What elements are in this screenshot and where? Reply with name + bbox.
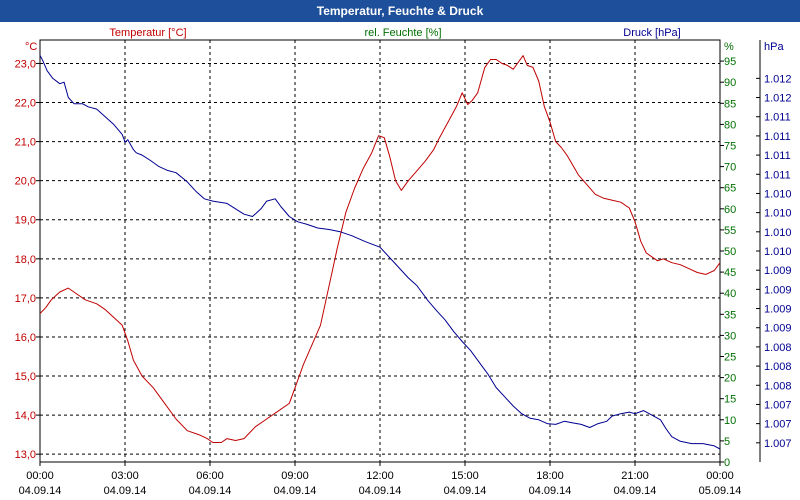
- series-line-pressure: [39, 55, 721, 450]
- legend-humidity: rel. Feuchte [%]: [364, 27, 441, 39]
- y-right-tick-label: 1.009: [764, 323, 792, 335]
- y-right-tick-label: 1.011: [764, 112, 791, 124]
- legend-pressure: Druck [hPa]: [623, 27, 680, 39]
- x-tick-time: 21:00: [621, 470, 649, 482]
- x-tick-time: 06:00: [196, 470, 224, 482]
- y-left-tick-label: 20,0: [15, 176, 36, 188]
- y-left-tick-label: 16,0: [15, 332, 36, 344]
- x-tick-time: 09:00: [281, 470, 309, 482]
- y-mid-tick-label: 70: [724, 162, 736, 174]
- y-left-unit: °C: [25, 41, 37, 53]
- grid-lines: [36, 40, 761, 466]
- y-mid-tick-label: 25: [724, 352, 736, 364]
- y-mid-tick-label: 10: [724, 415, 736, 427]
- y-left-tick-label: 13,0: [15, 449, 36, 461]
- y-right-tick-label: 1.008: [764, 361, 792, 373]
- y-right-tick-label: 1.009: [764, 265, 792, 277]
- x-tick-time: 12:00: [366, 470, 394, 482]
- y-left-tick-label: 14,0: [15, 410, 36, 422]
- axis-labels: °C Temperatur [°C] rel. Feuchte [%] Druc…: [15, 27, 792, 497]
- series-line-temperature: [39, 55, 721, 443]
- y-right-tick-label: 1.007: [764, 438, 792, 450]
- y-mid-tick-label: 60: [724, 204, 736, 216]
- y-right-tick-label: 1.011: [764, 131, 791, 143]
- y-right-tick-label: 1.012: [764, 93, 792, 105]
- y-mid-tick-label: 80: [724, 119, 736, 131]
- y-right-tick-label: 1.008: [764, 380, 792, 392]
- y-left-tick-label: 23,0: [15, 58, 36, 70]
- y-left-tick-label: 15,0: [15, 371, 36, 383]
- y-mid-tick-label: 90: [724, 77, 736, 89]
- x-tick-date: 04.09.14: [614, 485, 657, 497]
- x-tick-date: 04.09.14: [19, 485, 62, 497]
- y-mid-tick-label: 30: [724, 330, 736, 342]
- y-left-tick-label: 17,0: [15, 293, 36, 305]
- y-mid-unit: %: [724, 41, 734, 53]
- y-right-tick-label: 1.011: [764, 169, 791, 181]
- x-tick-time: 03:00: [111, 470, 139, 482]
- y-mid-tick-label: 15: [724, 394, 736, 406]
- x-tick-time: 00:00: [706, 470, 734, 482]
- y-right-tick-label: 1.011: [764, 150, 791, 162]
- y-left-tick-label: 21,0: [15, 137, 36, 149]
- x-tick-time: 00:00: [26, 470, 54, 482]
- y-left-tick-label: 22,0: [15, 98, 36, 110]
- y-mid-tick-label: 5: [724, 436, 730, 448]
- y-right-unit: hPa: [764, 41, 784, 53]
- y-right-tick-label: 1.007: [764, 399, 792, 411]
- y-mid-tick-label: 50: [724, 246, 736, 258]
- y-mid-tick-label: 35: [724, 309, 736, 321]
- y-right-tick-label: 1.007: [764, 419, 792, 431]
- legend-temperature: Temperatur [°C]: [109, 27, 186, 39]
- y-mid-tick-label: 65: [724, 183, 736, 195]
- y-right-tick-label: 1.009: [764, 304, 792, 316]
- x-tick-date: 05.09.14: [699, 485, 742, 497]
- x-tick-date: 04.09.14: [274, 485, 317, 497]
- y-mid-tick-label: 40: [724, 288, 736, 300]
- y-mid-tick-label: 0: [724, 457, 730, 469]
- y-right-tick-label: 1.009: [764, 284, 792, 296]
- y-right-tick-label: 1.010: [764, 246, 792, 258]
- x-tick-date: 04.09.14: [359, 485, 402, 497]
- y-mid-tick-label: 20: [724, 373, 736, 385]
- y-right-tick-label: 1.010: [764, 208, 792, 220]
- x-tick-date: 04.09.14: [104, 485, 147, 497]
- series-layer: [39, 55, 721, 450]
- x-tick-time: 18:00: [536, 470, 564, 482]
- y-right-tick-label: 1.008: [764, 342, 792, 354]
- y-left-tick-label: 19,0: [15, 215, 36, 227]
- y-right-tick-label: 1.010: [764, 188, 792, 200]
- y-mid-tick-label: 55: [724, 225, 736, 237]
- x-tick-date: 04.09.14: [189, 485, 232, 497]
- y-mid-tick-label: 45: [724, 267, 736, 279]
- x-tick-time: 15:00: [451, 470, 479, 482]
- y-mid-tick-label: 85: [724, 98, 736, 110]
- x-tick-date: 04.09.14: [529, 485, 572, 497]
- y-mid-tick-label: 95: [724, 56, 736, 68]
- y-right-tick-label: 1.012: [764, 73, 792, 85]
- y-left-tick-label: 18,0: [15, 254, 36, 266]
- chart-title: Temperatur, Feuchte & Druck: [0, 0, 800, 22]
- y-right-tick-label: 1.010: [764, 227, 792, 239]
- x-tick-date: 04.09.14: [444, 485, 487, 497]
- y-mid-tick-label: 75: [724, 141, 736, 153]
